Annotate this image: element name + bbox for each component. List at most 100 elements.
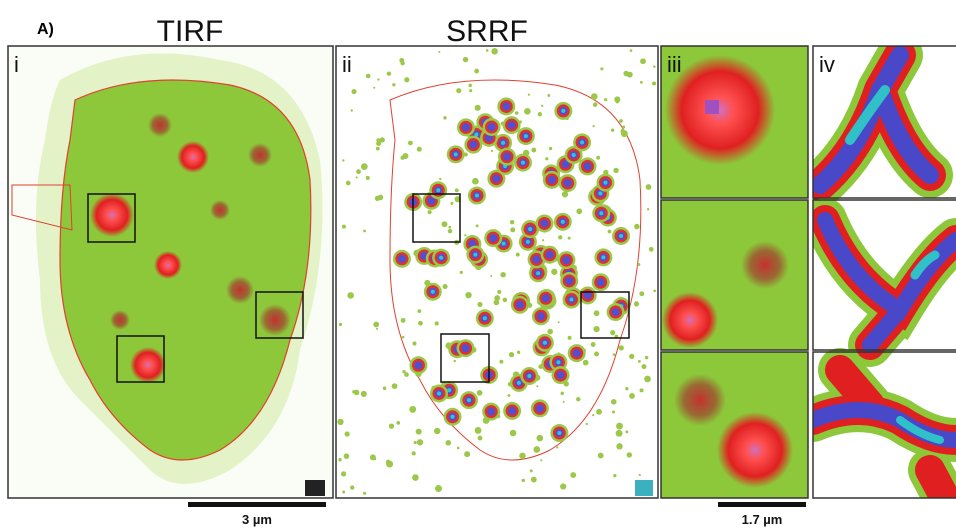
texture xyxy=(572,349,581,358)
texture xyxy=(515,252,520,257)
texture xyxy=(567,236,571,240)
texture xyxy=(441,221,448,228)
texture xyxy=(612,353,616,356)
inset-box xyxy=(580,291,630,339)
texture xyxy=(633,301,640,307)
texture xyxy=(620,128,625,134)
texture xyxy=(401,335,405,339)
texture xyxy=(360,163,368,170)
texture xyxy=(363,229,366,233)
texture xyxy=(482,316,487,321)
texture xyxy=(411,451,416,456)
texture xyxy=(520,160,525,165)
texture xyxy=(638,473,641,477)
texture xyxy=(536,312,545,321)
texture xyxy=(365,175,370,180)
header: SRRF xyxy=(446,15,528,48)
texture xyxy=(547,94,551,97)
texture xyxy=(416,146,422,152)
texture xyxy=(639,80,643,84)
texture xyxy=(615,99,620,104)
texture xyxy=(580,140,585,145)
texture xyxy=(592,125,595,128)
texture xyxy=(501,140,506,145)
texture xyxy=(541,104,544,107)
texture xyxy=(469,89,473,93)
inset-box xyxy=(116,335,165,383)
panel-frame xyxy=(7,45,334,499)
texture xyxy=(597,452,604,459)
texture xyxy=(585,422,588,426)
texture xyxy=(641,364,647,370)
texture xyxy=(521,478,525,483)
panel-frame xyxy=(660,199,809,351)
texture xyxy=(369,454,376,461)
panel-frame xyxy=(660,351,809,499)
texture xyxy=(400,155,405,160)
texture xyxy=(493,299,500,306)
texture xyxy=(338,322,343,327)
texture xyxy=(464,451,471,458)
texture xyxy=(540,459,543,462)
texture xyxy=(474,193,479,198)
texture xyxy=(562,256,571,265)
texture xyxy=(476,389,483,396)
texture xyxy=(376,140,382,147)
texture xyxy=(494,295,501,301)
texture xyxy=(645,184,652,190)
texture xyxy=(436,188,441,193)
texture xyxy=(582,359,589,366)
texture xyxy=(594,351,599,357)
texture xyxy=(629,49,633,52)
texture xyxy=(524,108,531,115)
texture xyxy=(527,93,530,96)
texture xyxy=(491,48,498,55)
texture xyxy=(434,321,439,326)
texture xyxy=(610,399,617,405)
texture xyxy=(508,352,515,358)
texture xyxy=(365,73,371,79)
texture xyxy=(474,132,479,137)
inset-box xyxy=(412,193,461,243)
texture xyxy=(601,255,606,260)
texture xyxy=(465,291,472,299)
texture xyxy=(487,407,496,416)
scale-bar-label: 3 µm xyxy=(242,512,272,527)
texture xyxy=(607,229,612,234)
texture xyxy=(547,175,556,184)
texture xyxy=(474,427,482,434)
texture xyxy=(557,321,560,324)
texture xyxy=(536,271,541,276)
texture xyxy=(622,125,626,129)
texture xyxy=(438,50,441,53)
texture xyxy=(545,250,554,259)
texture xyxy=(610,128,615,132)
texture xyxy=(497,289,502,294)
panel-frame xyxy=(660,45,809,199)
texture xyxy=(615,429,623,437)
texture xyxy=(456,446,460,450)
texture xyxy=(542,239,545,242)
texture xyxy=(570,472,577,479)
texture xyxy=(557,431,562,436)
texture xyxy=(468,83,472,88)
texture xyxy=(443,116,447,120)
texture xyxy=(412,474,419,481)
texture xyxy=(596,155,601,160)
texture xyxy=(532,255,541,264)
texture xyxy=(409,405,417,413)
texture xyxy=(542,340,547,345)
texture xyxy=(472,177,479,185)
texture xyxy=(392,83,396,87)
scale-bar xyxy=(188,502,326,507)
texture xyxy=(593,325,600,333)
texture xyxy=(593,310,600,317)
texture xyxy=(507,394,511,398)
texture xyxy=(502,102,511,111)
texture xyxy=(629,353,635,359)
texture xyxy=(561,160,570,169)
texture xyxy=(541,294,550,303)
inset-box xyxy=(87,193,136,243)
texture xyxy=(563,179,572,188)
texture xyxy=(352,390,356,394)
